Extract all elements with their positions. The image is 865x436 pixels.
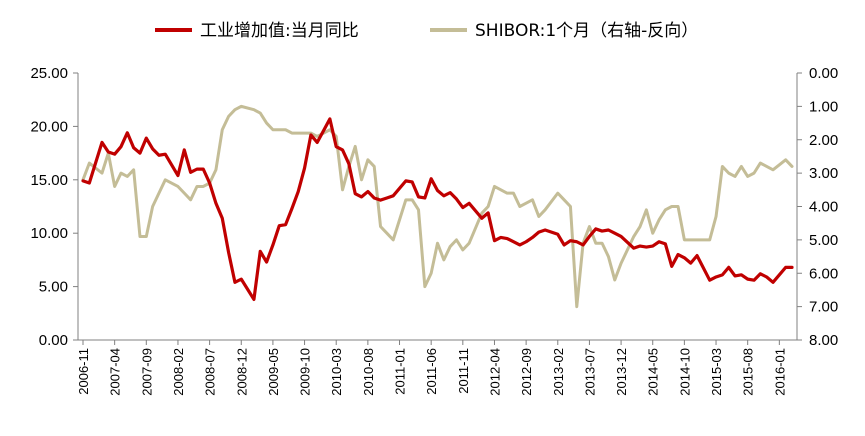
left-tick-label: 25.00 (30, 65, 68, 82)
legend: 工业增加值:当月同比 SHIBOR:1个月（右轴-反向） (155, 21, 698, 41)
right-tick-label: 0.00 (809, 65, 838, 82)
x-tick-label: 2007-09 (139, 348, 154, 396)
axes: 0.00 5.00 10.00 15.00 20.00 25.00 0.00 1.00 2.00… (30, 65, 838, 396)
right-tick-label: 1.00 (809, 98, 838, 115)
left-tick-label: 5.00 (39, 279, 68, 296)
right-tick-label: 4.00 (809, 199, 838, 216)
legend-label-shibor: SHIBOR:1个月（右轴-反向） (475, 21, 698, 41)
series-layer (81, 104, 794, 309)
right-tick-label: 8.00 (809, 332, 838, 349)
right-tick-label: 6.00 (809, 265, 838, 282)
x-tick-label: 2008-02 (171, 348, 186, 396)
x-tick-label: 2015-08 (741, 348, 756, 396)
x-tick-label: 2011-06 (424, 348, 439, 395)
x-tick-label: 2013-02 (551, 348, 566, 396)
series-line-shibor (81, 104, 794, 309)
legend-label-industrial: 工业增加值:当月同比 (200, 21, 359, 41)
x-tick-label: 2012-09 (519, 348, 534, 396)
x-tick-label: 2011-01 (393, 348, 408, 395)
left-tick-label: 0.00 (39, 332, 68, 349)
right-tick-label: 5.00 (809, 232, 838, 249)
x-tick-label: 2010-03 (329, 348, 344, 396)
x-tick-label: 2011-11 (456, 348, 471, 394)
x-tick-label: 2008-12 (234, 348, 249, 396)
left-tick-label: 10.00 (30, 225, 68, 242)
x-tick-label: 2015-03 (709, 348, 724, 396)
left-tick-label: 15.00 (30, 172, 68, 189)
x-tick-label: 2014-10 (677, 348, 692, 396)
x-tick-label: 2013-07 (582, 348, 597, 396)
x-tick-label: 2007-04 (108, 348, 123, 396)
x-tick-label: 2014-05 (646, 348, 661, 396)
left-tick-label: 20.00 (30, 118, 68, 135)
x-tick-label: 2009-10 (298, 348, 313, 396)
x-tick-label: 2009-05 (266, 348, 281, 396)
x-tick-label: 2012-04 (487, 348, 502, 396)
right-tick-label: 3.00 (809, 165, 838, 182)
right-tick-label: 2.00 (809, 132, 838, 149)
x-tick-label: 2016-01 (772, 348, 787, 396)
x-tick-label: 2006-11 (76, 348, 91, 395)
x-tick-label: 2010-08 (361, 348, 376, 396)
x-tick-label: 2013-12 (614, 348, 629, 396)
series-line-industrial (81, 117, 794, 302)
x-tick-label: 2008-07 (203, 348, 218, 396)
right-tick-label: 7.00 (809, 299, 838, 316)
